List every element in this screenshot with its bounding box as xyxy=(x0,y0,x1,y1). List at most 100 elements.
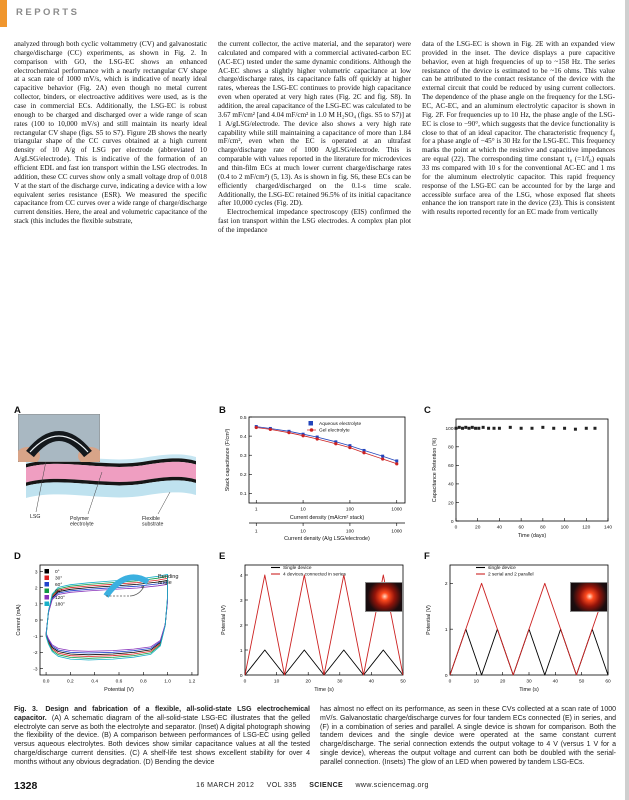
svg-text:0.2: 0.2 xyxy=(240,472,247,478)
issue-date: 16 MARCH 2012 xyxy=(196,782,255,789)
figure-panel-b: B 1 10 100 1000 0.1 0.2 0.3 0.4 0.5 Current densi… xyxy=(219,405,411,548)
svg-text:10: 10 xyxy=(300,507,306,513)
journal-name: SCIENCE xyxy=(309,782,344,789)
svg-text:100: 100 xyxy=(346,529,354,535)
article-body: analyzed through both cyclic voltammetry… xyxy=(14,40,616,235)
svg-text:single device: single device xyxy=(488,565,516,571)
svg-text:0: 0 xyxy=(455,525,458,531)
arc-arrowhead xyxy=(141,586,144,589)
svg-text:40: 40 xyxy=(497,525,503,531)
svg-text:-2: -2 xyxy=(33,650,38,656)
section-kicker: REPORTS xyxy=(16,7,80,18)
svg-text:100: 100 xyxy=(346,507,354,513)
svg-text:Potential (V): Potential (V) xyxy=(426,605,432,635)
svg-text:Capacitance Retention (%): Capacitance Retention (%) xyxy=(432,438,438,503)
svg-text:40: 40 xyxy=(553,679,559,685)
svg-text:50: 50 xyxy=(400,679,406,685)
svg-text:10: 10 xyxy=(300,529,306,535)
page-footer: 1328 16 MARCH 2012 VOL 335 SCIENCE www.s… xyxy=(0,780,625,796)
page-number: 1328 xyxy=(14,780,38,792)
svg-text:40: 40 xyxy=(448,482,454,488)
capacitance-retention-chart: 0 20 40 60 80 100 120 140 0 20 40 60 80 100 Time (days… xyxy=(424,408,616,548)
figure-panel-c: C 0 20 40 60 80 100 120 140 0 20 40 60 80 100 Time (da… xyxy=(424,405,616,548)
flexibility-photo-inset xyxy=(16,413,102,465)
journal-url[interactable]: www.sciencemag.org xyxy=(355,782,429,789)
svg-text:0.1: 0.1 xyxy=(240,491,247,497)
svg-text:20: 20 xyxy=(500,679,506,685)
bending-angle-inset: Bending angle xyxy=(100,566,200,608)
led-photo-inset xyxy=(365,582,403,612)
svg-text:1000: 1000 xyxy=(391,507,402,513)
panel-b-label: B xyxy=(219,405,226,416)
svg-text:20: 20 xyxy=(475,525,481,531)
svg-text:Potential (V): Potential (V) xyxy=(221,605,227,635)
svg-text:3: 3 xyxy=(35,569,38,575)
bending-angle-label: Bending angle xyxy=(158,574,179,586)
figure-3: A LSG Polymer electrolyte Flexible substrate… xyxy=(14,405,616,702)
svg-text:1: 1 xyxy=(35,602,38,608)
svg-text:60: 60 xyxy=(518,525,524,531)
kicker-accent-bar xyxy=(0,0,7,27)
svg-text:10: 10 xyxy=(274,679,280,685)
svg-text:120°: 120° xyxy=(55,595,65,601)
caption-title: Design and fabrication of a flexible, al… xyxy=(14,706,310,722)
figure-caption: Fig. 3. Design and fabrication of a flex… xyxy=(14,706,616,767)
caption-column-left: Fig. 3. Design and fabrication of a flex… xyxy=(14,706,310,767)
svg-text:30: 30 xyxy=(526,679,532,685)
svg-text:LSG: LSG xyxy=(30,514,40,520)
figure-panel-f: F 0 10 20 30 40 50 60 0 1 2 Time (s) Potential (V) s… xyxy=(424,551,616,702)
svg-text:0.3: 0.3 xyxy=(240,453,247,459)
svg-text:Flexible: Flexible xyxy=(142,516,160,522)
svg-text:80: 80 xyxy=(448,445,454,451)
svg-text:0.0: 0.0 xyxy=(43,679,50,685)
svg-text:90°: 90° xyxy=(55,589,62,595)
issue-line: 16 MARCH 2012 VOL 335 SCIENCE www.scienc… xyxy=(0,782,625,789)
figure-panel-e: E 0 10 20 30 40 50 0 1 2 3 4 Time (s) Potential (V) S… xyxy=(219,551,411,702)
svg-text:100: 100 xyxy=(561,525,569,531)
svg-text:0: 0 xyxy=(445,673,448,679)
svg-text:0.4: 0.4 xyxy=(91,679,98,685)
svg-text:0°: 0° xyxy=(55,569,60,575)
svg-text:Polymer: Polymer xyxy=(70,516,89,522)
svg-text:0.6: 0.6 xyxy=(116,679,123,685)
svg-text:Time (s): Time (s) xyxy=(519,687,539,693)
svg-text:-3: -3 xyxy=(33,666,38,672)
panel-f-label: F xyxy=(424,551,430,562)
svg-text:120: 120 xyxy=(582,525,590,531)
svg-text:1: 1 xyxy=(240,648,243,654)
svg-text:0.8: 0.8 xyxy=(140,679,147,685)
svg-text:20: 20 xyxy=(448,500,454,506)
caption-text-left: (A) A schematic diagram of the all-solid… xyxy=(14,714,310,766)
svg-text:0: 0 xyxy=(35,618,38,624)
caption-figure-label: Fig. 3. xyxy=(14,706,38,713)
svg-text:0: 0 xyxy=(449,679,452,685)
panel-e-label: E xyxy=(219,551,226,562)
device-schematic: LSG Polymer electrolyte Flexible substrate xyxy=(14,408,206,548)
svg-text:60: 60 xyxy=(448,463,454,469)
svg-text:60: 60 xyxy=(605,679,611,685)
svg-text:1.2: 1.2 xyxy=(189,679,196,685)
svg-text:4: 4 xyxy=(240,573,243,579)
svg-text:30: 30 xyxy=(337,679,343,685)
svg-text:1: 1 xyxy=(255,529,258,535)
panel-d-label: D xyxy=(14,551,21,562)
svg-text:Aqueous electrolyte: Aqueous electrolyte xyxy=(319,421,361,427)
svg-text:Current (mA): Current (mA) xyxy=(16,604,22,635)
svg-text:100: 100 xyxy=(445,426,453,432)
svg-text:Gel electrolyte: Gel electrolyte xyxy=(319,428,350,434)
svg-text:2: 2 xyxy=(35,585,38,591)
text-column-2: the current collector, the active materi… xyxy=(218,40,411,235)
device-glint xyxy=(29,435,89,453)
led-photo-inset xyxy=(570,582,608,612)
svg-text:2 serial and 2 parallel: 2 serial and 2 parallel xyxy=(488,572,534,578)
svg-text:1.0: 1.0 xyxy=(164,679,171,685)
caption-column-right: has almost no effect on its performance,… xyxy=(320,706,616,766)
svg-text:0.5: 0.5 xyxy=(240,415,247,421)
svg-text:0: 0 xyxy=(451,519,454,525)
serial-parallel-chart: 0 10 20 30 40 50 60 0 1 2 Time (s) Potential (V) sin… xyxy=(424,554,616,702)
svg-text:Time (days): Time (days) xyxy=(518,533,546,539)
svg-text:1: 1 xyxy=(445,627,448,633)
svg-text:10: 10 xyxy=(474,679,480,685)
svg-text:0: 0 xyxy=(240,673,243,679)
